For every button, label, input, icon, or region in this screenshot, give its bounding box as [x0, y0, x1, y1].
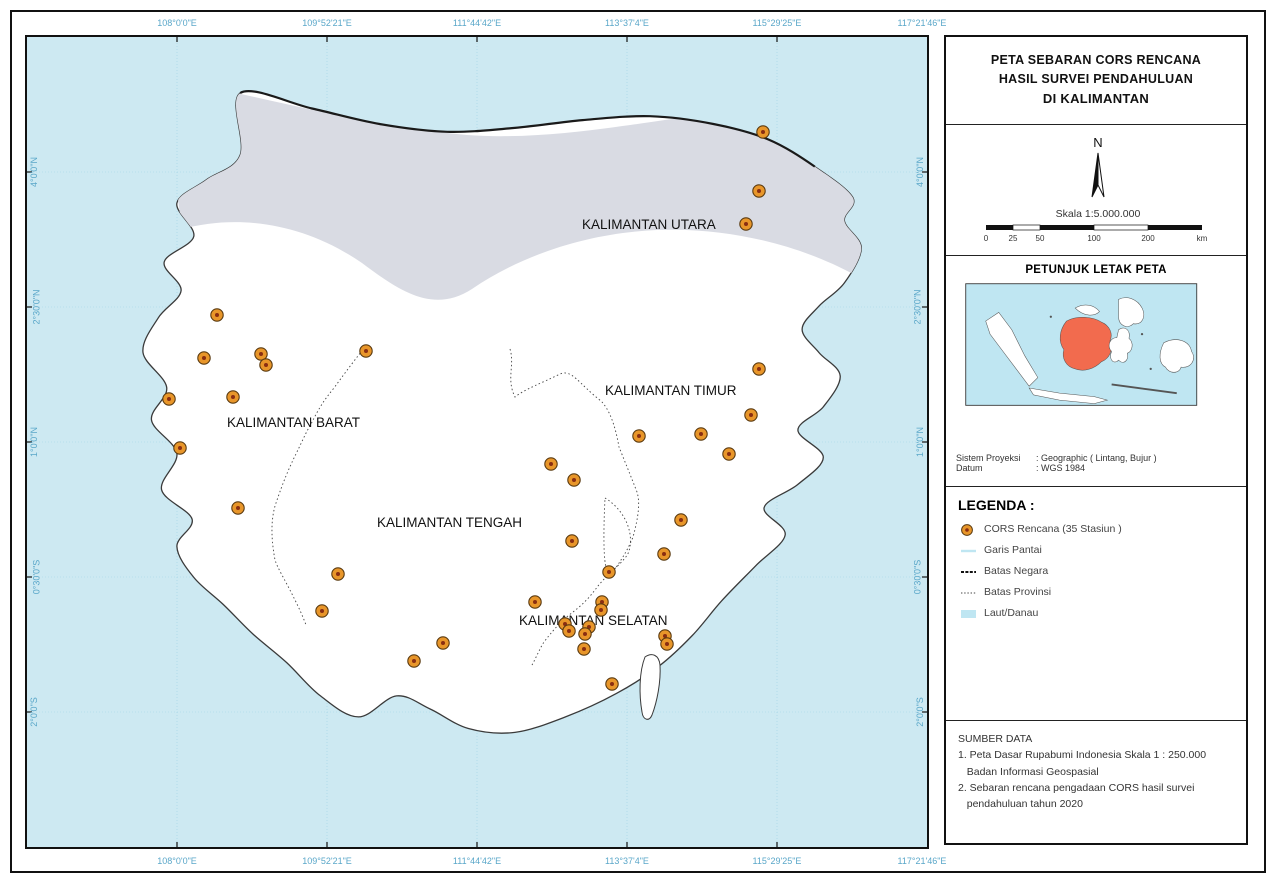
- svg-text:KALIMANTAN BARAT: KALIMANTAN BARAT: [227, 415, 360, 430]
- svg-text:KALIMANTAN UTARA: KALIMANTAN UTARA: [582, 217, 716, 232]
- svg-text:KALIMANTAN TIMUR: KALIMANTAN TIMUR: [605, 383, 737, 398]
- svg-text:100: 100: [1087, 234, 1101, 243]
- svg-text:N: N: [1093, 135, 1102, 150]
- svg-text:0: 0: [984, 234, 989, 243]
- svg-text:KALIMANTAN TENGAH: KALIMANTAN TENGAH: [377, 515, 522, 530]
- svg-text:25: 25: [1009, 234, 1018, 243]
- svg-text:50: 50: [1036, 234, 1045, 243]
- svg-text:Skala 1:5.000.000: Skala 1:5.000.000: [1056, 208, 1141, 220]
- svg-text:200: 200: [1141, 234, 1155, 243]
- svg-text:km: km: [1197, 234, 1208, 243]
